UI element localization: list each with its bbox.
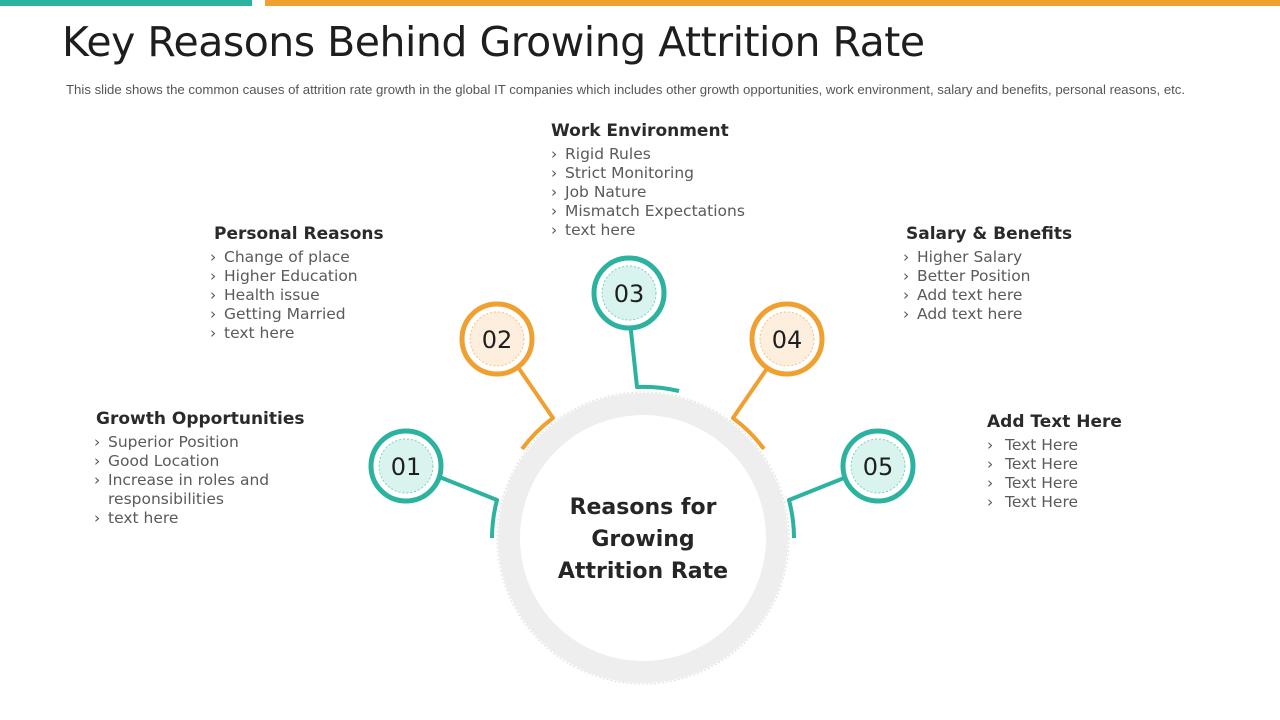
node-number: 02 <box>482 326 513 354</box>
block-title: Growth Opportunities <box>96 409 305 429</box>
block-growth-opportunities: Growth Opportunities Superior Position G… <box>94 409 305 528</box>
connector-03 <box>629 329 639 389</box>
node-number: 01 <box>391 453 422 481</box>
center-ring <box>498 393 788 683</box>
block-title: Salary & Benefits <box>906 224 1073 244</box>
node-03: 03 <box>591 255 667 331</box>
node-number: 03 <box>614 280 645 308</box>
list-item: Add text here <box>903 305 1103 324</box>
block-title: Add Text Here <box>987 412 1122 432</box>
list-item: text here <box>210 324 410 343</box>
block-title: Work Environment <box>551 121 729 141</box>
node-05: 05 <box>840 428 916 504</box>
connector-05 <box>787 476 846 502</box>
list-item: Better Position <box>903 267 1103 286</box>
list-item: Rigid Rules <box>551 145 791 164</box>
list-item: Job Nature <box>551 183 791 202</box>
arc-segment-03 <box>636 384 680 393</box>
connector-01 <box>440 476 499 502</box>
list-item: Higher Education <box>210 267 410 286</box>
list-item: Getting Married <box>210 305 410 324</box>
list-item: Health issue <box>210 286 410 305</box>
list-item: Strict Monitoring <box>551 164 791 183</box>
node-02: 02 <box>459 301 535 377</box>
slide-subtitle: This slide shows the common causes of at… <box>66 82 1186 97</box>
node-01: 01 <box>368 428 444 504</box>
list-item: Higher Salary <box>903 248 1103 267</box>
list-item: Text Here <box>987 493 1187 512</box>
list-item: Add text here <box>903 286 1103 305</box>
list-item: Superior Position <box>94 433 294 452</box>
accent-bar-teal <box>0 0 252 6</box>
connector-04 <box>731 368 768 420</box>
node-number: 04 <box>772 326 803 354</box>
connector-02 <box>518 368 555 420</box>
accent-bar-orange <box>265 0 1280 6</box>
center-label: Reasons for Growing Attrition Rate <box>557 495 729 584</box>
block-work-environment: Work Environment Rigid Rules Strict Moni… <box>551 121 791 240</box>
list-item: Text Here <box>987 455 1187 474</box>
node-04: 04 <box>749 301 825 377</box>
list-item: Good Location <box>94 452 294 471</box>
slide-title: Key Reasons Behind Growing Attrition Rat… <box>62 18 925 66</box>
arc-segment-05 <box>787 499 796 539</box>
block-add-text-here: Add Text Here Text Here Text Here Text H… <box>987 412 1187 512</box>
block-title: Personal Reasons <box>214 224 384 244</box>
list-item: Mismatch Expectations <box>551 202 791 221</box>
list-item: Text Here <box>987 474 1187 493</box>
list-item: text here <box>551 221 791 240</box>
block-salary-benefits: Salary & Benefits Higher Salary Better P… <box>903 224 1103 324</box>
list-item: Increase in roles and responsibilities <box>94 471 294 509</box>
list-item: text here <box>94 509 294 528</box>
list-item: Change of place <box>210 248 410 267</box>
block-personal-reasons: Personal Reasons Change of place Higher … <box>210 224 410 343</box>
node-number: 05 <box>863 453 894 481</box>
list-item: Text Here <box>987 436 1187 455</box>
arc-segment-01 <box>490 499 499 539</box>
